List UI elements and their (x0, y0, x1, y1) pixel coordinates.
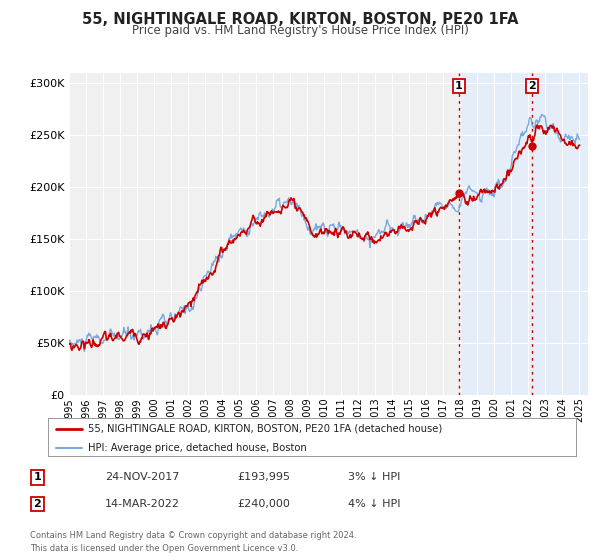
Text: £193,995: £193,995 (237, 472, 290, 482)
Text: £240,000: £240,000 (237, 499, 290, 509)
Text: 2: 2 (34, 499, 41, 509)
Text: Contains HM Land Registry data © Crown copyright and database right 2024.
This d: Contains HM Land Registry data © Crown c… (30, 531, 356, 553)
Text: 3% ↓ HPI: 3% ↓ HPI (348, 472, 400, 482)
Text: 14-MAR-2022: 14-MAR-2022 (105, 499, 180, 509)
Text: Price paid vs. HM Land Registry's House Price Index (HPI): Price paid vs. HM Land Registry's House … (131, 24, 469, 36)
Text: 1: 1 (455, 81, 463, 91)
Text: HPI: Average price, detached house, Boston: HPI: Average price, detached house, Bost… (88, 443, 307, 453)
Text: 4% ↓ HPI: 4% ↓ HPI (348, 499, 401, 509)
Text: 2: 2 (528, 81, 536, 91)
Text: 24-NOV-2017: 24-NOV-2017 (105, 472, 179, 482)
Text: 1: 1 (34, 472, 41, 482)
Text: 55, NIGHTINGALE ROAD, KIRTON, BOSTON, PE20 1FA: 55, NIGHTINGALE ROAD, KIRTON, BOSTON, PE… (82, 12, 518, 27)
Bar (458, 73, 588, 395)
Text: 55, NIGHTINGALE ROAD, KIRTON, BOSTON, PE20 1FA (detached house): 55, NIGHTINGALE ROAD, KIRTON, BOSTON, PE… (88, 424, 442, 434)
